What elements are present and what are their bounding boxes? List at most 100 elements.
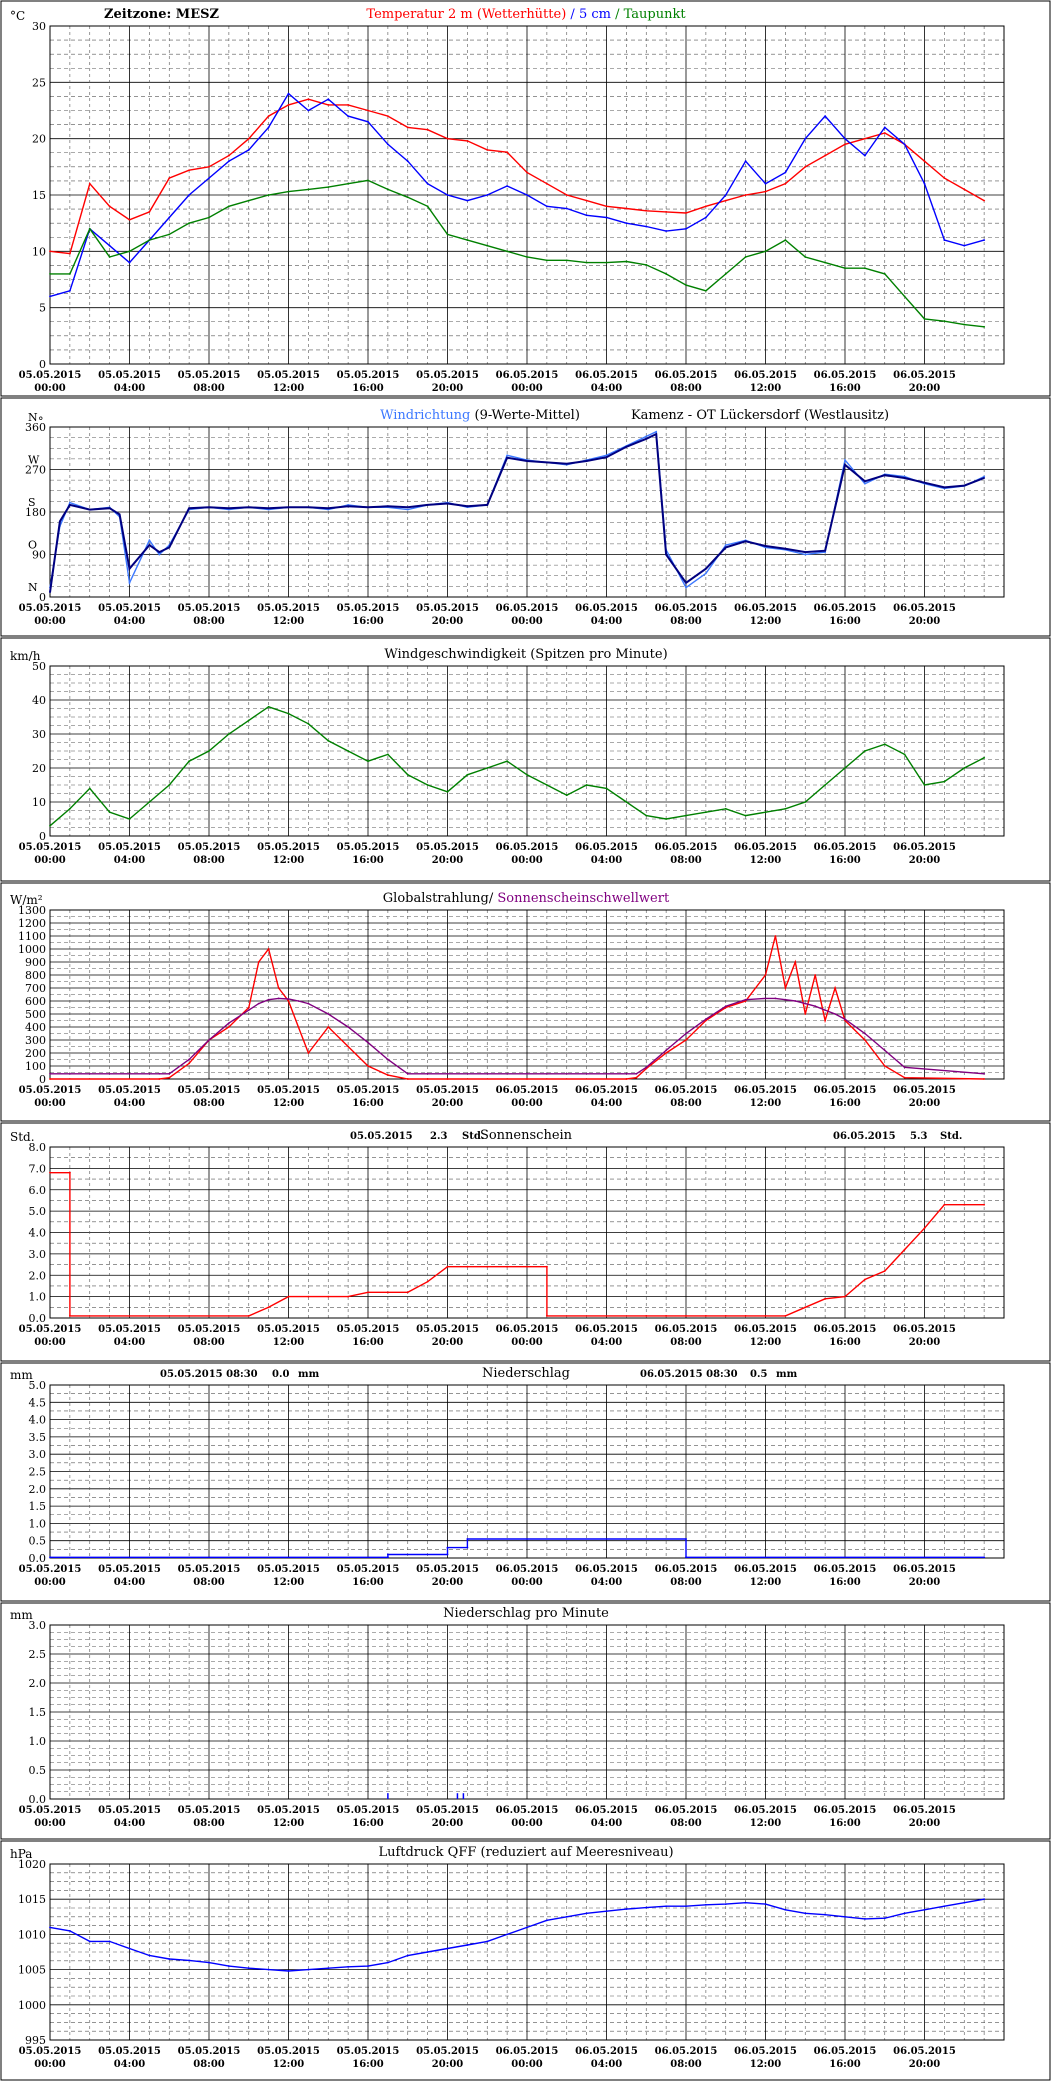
- data-point: [128, 818, 131, 820]
- data-series-line: [50, 997, 985, 1075]
- x-tick-time: 20:00: [909, 1337, 941, 1348]
- x-tick-time: 16:00: [829, 2059, 861, 2070]
- x-tick-date: 06.05.2015: [575, 1324, 638, 1335]
- x-tick-time: 12:00: [273, 1098, 305, 1109]
- y-tick-label: 50: [32, 660, 46, 673]
- data-point: [784, 1314, 787, 1317]
- data-point: [49, 272, 51, 275]
- data-point: [863, 1278, 866, 1281]
- data-point: [466, 199, 469, 202]
- x-tick-time: 00:00: [511, 616, 543, 627]
- data-point: [367, 1065, 369, 1067]
- x-tick-date: 05.05.2015: [416, 603, 479, 614]
- annotation-date: 05.05.2015: [350, 1131, 413, 1142]
- data-point: [88, 508, 91, 511]
- x-tick-date: 06.05.2015: [814, 370, 877, 381]
- data-point: [446, 194, 449, 196]
- data-point: [227, 507, 230, 510]
- panel-frame: [0, 1362, 1051, 1602]
- data-point: [148, 801, 151, 803]
- data-point: [446, 1553, 449, 1556]
- data-point: [863, 750, 866, 752]
- x-tick-time: 00:00: [34, 1098, 66, 1109]
- data-point: [903, 1076, 906, 1079]
- unit-label: hPa: [10, 1847, 32, 1861]
- x-tick-time: 20:00: [432, 2059, 464, 2070]
- data-point: [68, 272, 71, 275]
- x-tick-time: 08:00: [670, 1577, 702, 1588]
- x-tick-time: 20:00: [432, 1098, 464, 1109]
- x-tick-time: 08:00: [193, 855, 225, 866]
- x-tick-date: 06.05.2015: [814, 2046, 877, 2057]
- y-tick-label: 2.0: [29, 1677, 47, 1690]
- data-point: [545, 1919, 548, 1922]
- data-point: [446, 233, 449, 236]
- y-tick-label: 0: [39, 830, 46, 843]
- data-point: [605, 205, 608, 208]
- data-point: [923, 318, 926, 320]
- data-point: [983, 1072, 986, 1075]
- data-point: [367, 109, 369, 112]
- data-point: [565, 259, 568, 262]
- data-point: [983, 325, 986, 328]
- data-point: [446, 790, 449, 793]
- data-point: [824, 115, 827, 118]
- data-point: [367, 1291, 369, 1294]
- data-point: [526, 1265, 528, 1268]
- data-point: [724, 272, 727, 275]
- x-tick-date: 06.05.2015: [893, 1805, 956, 1816]
- data-point: [446, 1078, 449, 1080]
- plot-area: [49, 665, 1005, 837]
- x-tick-date: 05.05.2015: [98, 1324, 161, 1335]
- y-tick-label: 1.5: [29, 1706, 47, 1719]
- data-point: [247, 137, 250, 140]
- data-point: [744, 814, 747, 817]
- x-tick-date: 05.05.2015: [178, 1085, 241, 1096]
- y-tick-label: 200: [25, 1047, 46, 1060]
- x-tick-time: 16:00: [352, 855, 384, 866]
- data-point: [59, 520, 61, 523]
- data-point: [446, 502, 449, 505]
- data-point: [168, 1072, 171, 1075]
- y-tick-label: 40: [32, 694, 46, 707]
- data-point: [565, 207, 568, 210]
- data-point: [347, 505, 350, 508]
- unit-label: °: [38, 415, 44, 428]
- y-tick-label: 5: [39, 302, 46, 315]
- data-point: [108, 1940, 111, 1943]
- data-point: [386, 1556, 389, 1559]
- data-point: [406, 1954, 409, 1957]
- x-tick-date: 06.05.2015: [575, 603, 638, 614]
- data-point: [645, 1314, 648, 1317]
- data-point: [605, 787, 608, 790]
- panel-frame: [0, 637, 1051, 882]
- y-tick-label: 0.5: [29, 1535, 47, 1548]
- x-tick-time: 16:00: [352, 383, 384, 394]
- data-point: [526, 1078, 528, 1080]
- x-tick-time: 04:00: [114, 1577, 146, 1588]
- data-point: [307, 188, 310, 191]
- data-point: [844, 137, 846, 140]
- y-tick-label: 3.0: [29, 1619, 47, 1632]
- data-point: [565, 462, 568, 465]
- data-point: [68, 252, 71, 255]
- y-tick-label: 3.0: [29, 1248, 47, 1261]
- y-tick-label: 1.0: [29, 1517, 47, 1530]
- x-tick-time: 12:00: [273, 1337, 305, 1348]
- x-tick-date: 05.05.2015: [337, 370, 400, 381]
- data-point: [188, 222, 191, 225]
- data-point: [774, 997, 777, 1000]
- x-tick-date: 05.05.2015: [416, 842, 479, 853]
- x-tick-time: 20:00: [909, 383, 941, 394]
- y-tick-label: 1015: [18, 1893, 46, 1906]
- data-point: [347, 1295, 350, 1298]
- x-tick-time: 16:00: [352, 1098, 384, 1109]
- data-point: [923, 160, 926, 163]
- data-point: [506, 1933, 509, 1936]
- y-tick-label: 1100: [18, 930, 46, 943]
- data-point: [983, 1898, 986, 1901]
- data-point: [724, 194, 727, 196]
- data-point: [49, 591, 51, 594]
